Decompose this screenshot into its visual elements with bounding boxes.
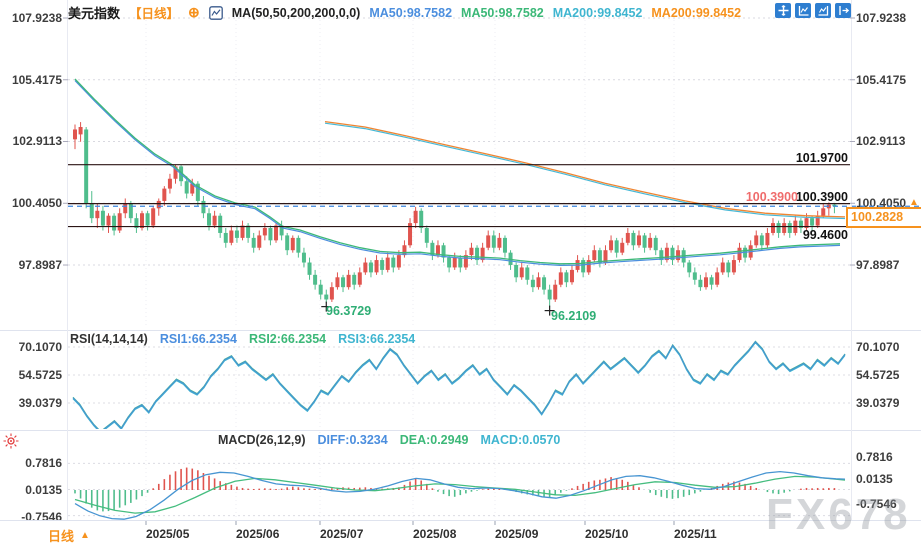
period-dropdown-arrow-icon: ▲	[80, 530, 90, 541]
price-axis-left-1: 105.4175	[11, 73, 62, 87]
period-tag: 【日线】	[129, 7, 180, 21]
period-selector[interactable]: 日线 ▲	[48, 526, 90, 543]
macd-title: MACD(26,12,9)	[218, 433, 306, 447]
ma50-value-1: MA50:98.7582	[369, 5, 453, 20]
price-axis-right-0: 107.9238	[856, 11, 907, 25]
date-label-2: 2025/07	[320, 527, 364, 541]
price-axis-right-4: 97.8987	[856, 258, 900, 272]
price-axis-right-3: 100.4050	[856, 196, 907, 210]
price-axis-left-2: 102.9113	[12, 134, 62, 148]
price-axis-left-3: 100.4050	[11, 196, 62, 210]
candlestick-series	[73, 122, 837, 307]
price-alert-arrow-icon: ▲	[909, 197, 919, 208]
level-label-3: 99.4600	[802, 228, 848, 242]
alert-sun-icon[interactable]	[3, 433, 19, 454]
rsi-axis-right-2: 39.0379	[856, 396, 900, 410]
fit-right-axis-icon[interactable]	[815, 3, 831, 18]
macd-axis-right-2: -0.7546	[856, 497, 897, 511]
main-chart-header: 美元指数 【日线】 ⊕ MA(50,50,200,200,0,0) MA50:9…	[68, 3, 741, 22]
add-indicator-icon[interactable]: ⊕	[188, 4, 200, 20]
fit-left-axis-icon[interactable]	[795, 3, 811, 18]
price-axis-right-2: 102.9113	[856, 134, 906, 148]
date-label-5: 2025/10	[585, 527, 629, 541]
level-label-2: 100.3900	[795, 190, 848, 204]
period-label: 日线	[48, 529, 75, 543]
macd-series	[74, 467, 846, 520]
low-annotation-1: 96.3729	[326, 304, 372, 318]
ma-settings-label: MA(50,50,200,200,0,0)	[231, 5, 361, 20]
rsi3-value: RSI3:66.2354	[338, 332, 416, 346]
chart-toolbar	[775, 3, 851, 18]
low-markers	[321, 301, 555, 316]
rsi-axis-left-2: 39.0379	[18, 396, 62, 410]
level-label-1: 101.9700	[795, 151, 848, 165]
rsi-axis-right-0: 70.1070	[856, 340, 900, 354]
symbol-name: 美元指数	[68, 6, 121, 21]
macd-panel-header: MACD(26,12,9) DIFF:0.3234 DEA:0.2949 MAC…	[218, 433, 560, 447]
rsi-panel-header: RSI(14,14,14) RSI1:66.2354 RSI2:66.2354 …	[70, 332, 415, 346]
last-price-tag: 100.2828	[846, 207, 921, 228]
rsi-axis-left-0: 70.1070	[18, 340, 62, 354]
diff-value: DIFF:0.3234	[317, 433, 388, 447]
price-axis-left-4: 97.8987	[18, 258, 62, 272]
rsi-axis-right-1: 54.5725	[856, 368, 900, 382]
dea-value: DEA:0.2949	[399, 433, 469, 447]
level-lines	[68, 164, 921, 228]
macd-value: MACD:0.0570	[480, 433, 561, 447]
macd-axis-right-1: 0.0135	[856, 472, 893, 486]
rsi2-value: RSI2:66.2354	[248, 332, 327, 346]
rsi-axis-left-1: 54.5725	[18, 368, 62, 382]
date-label-6: 2025/11	[674, 527, 717, 541]
date-label-1: 2025/06	[236, 527, 280, 541]
ma200-value-2: MA200:99.8452	[651, 5, 742, 20]
date-label-3: 2025/08	[413, 527, 457, 541]
price-axis-right-1: 105.4175	[856, 73, 907, 87]
chart-type-icon[interactable]	[208, 5, 223, 20]
ma200-value-1: MA200:99.8452	[552, 5, 643, 20]
ma-lines	[74, 78, 846, 267]
pan-icon[interactable]	[775, 3, 791, 18]
alert-price-label: 100.3900	[745, 190, 798, 204]
grid-lines	[68, 12, 850, 525]
panel-borders	[0, 0, 921, 521]
macd-axis-left-1: 0.0135	[25, 483, 62, 497]
collapse-panel-icon[interactable]	[835, 3, 851, 18]
date-label-4: 2025/09	[495, 527, 539, 541]
low-annotation-2: 96.2109	[551, 309, 597, 323]
ma50-value-2: MA50:98.7582	[461, 5, 544, 20]
date-label-0: 2025/05	[146, 527, 190, 541]
rsi-lines	[72, 340, 846, 429]
macd-axis-right-0: 0.7816	[856, 450, 893, 464]
macd-axis-left-0: 0.7816	[25, 456, 62, 470]
price-axis-left-0: 107.9238	[11, 11, 62, 25]
rsi1-value: RSI1:66.2354	[159, 332, 237, 346]
rsi-title: RSI(14,14,14)	[70, 332, 148, 346]
